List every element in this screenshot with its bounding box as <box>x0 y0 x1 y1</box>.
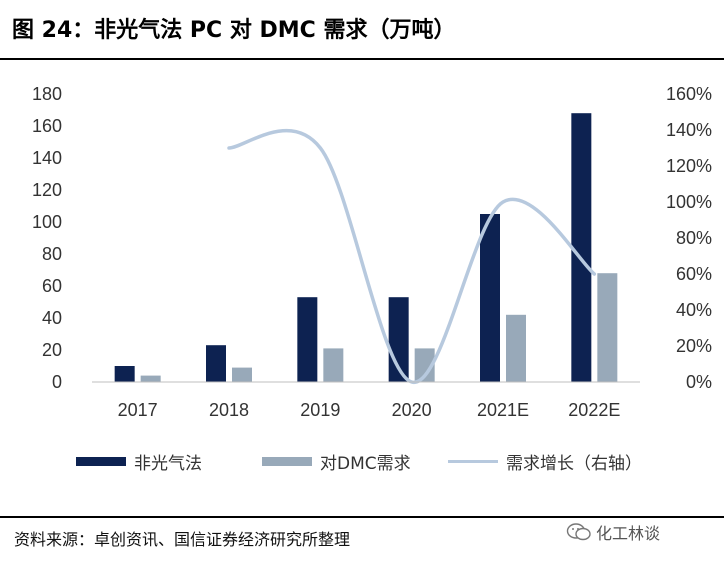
y-left-tick-label: 120 <box>32 180 62 200</box>
y-right-tick-label: 120% <box>666 156 712 176</box>
y-left-tick-label: 20 <box>42 340 62 360</box>
legend-swatch-bar2 <box>262 456 312 466</box>
y-right-tick-label: 60% <box>676 264 712 284</box>
y-right-tick-label: 140% <box>666 120 712 140</box>
bar-dmc-demand <box>323 348 344 382</box>
legend-item-nonphosgene: 非光气法 <box>76 448 202 474</box>
y-left-tick-label: 140 <box>32 148 62 168</box>
chart-title: 图 24：非光气法 PC 对 DMC 需求（万吨） <box>12 18 456 43</box>
legend-swatch-line <box>448 459 498 463</box>
title-rule <box>0 58 724 60</box>
brand-name: 化工林谈 <box>596 524 661 543</box>
bar-nonphosgene <box>571 113 592 382</box>
x-tick-label: 2022E <box>568 400 620 420</box>
bar-dmc-demand <box>232 367 252 382</box>
y-right-tick-label: 20% <box>676 336 712 356</box>
legend-swatch-bar1 <box>76 456 126 466</box>
x-tick-label: 2018 <box>209 400 249 420</box>
legend-item-dmc-demand: 对DMC需求 <box>262 448 411 474</box>
y-left-tick-label: 180 <box>32 84 62 104</box>
growth-line <box>227 128 597 384</box>
bar-dmc-demand <box>597 273 618 382</box>
y-right-tick-label: 80% <box>676 228 712 248</box>
x-tick-label: 2021E <box>477 400 529 420</box>
legend-label: 非光气法 <box>134 453 202 474</box>
x-tick-label: 2019 <box>300 400 340 420</box>
legend: 非光气法 对DMC需求 需求增长（右轴） <box>0 448 724 474</box>
y-left-tick-label: 40 <box>42 308 62 328</box>
y-axis-left: 0 20 40 60 80 100 120 140 160 180 <box>32 84 62 392</box>
y-right-tick-label: 100% <box>666 192 712 212</box>
y-right-tick-label: 40% <box>676 300 712 320</box>
wechat-icon <box>566 523 591 541</box>
bar-dmc-demand <box>140 375 161 382</box>
y-right-tick-label: 160% <box>666 84 712 104</box>
x-axis-labels: 2017 2018 2019 2020 2021E 2022E <box>118 400 621 420</box>
bar-dmc-demand <box>414 348 435 382</box>
x-tick-label: 2020 <box>392 400 432 420</box>
legend-label: 对DMC需求 <box>320 453 411 474</box>
legend-label: 需求增长（右轴） <box>506 453 642 474</box>
bar-nonphosgene <box>114 366 135 382</box>
bar-nonphosgene <box>206 345 226 382</box>
bar-nonphosgene <box>480 214 500 382</box>
y-left-tick-label: 60 <box>42 276 62 296</box>
y-axis-right: 0% 20% 40% 60% 80% 100% 120% 140% 160% <box>666 84 712 392</box>
source-note: 资料来源：卓创资讯、国信证券经济研究所整理 <box>14 530 351 549</box>
legend-item-growth: 需求增长（右轴） <box>448 448 642 474</box>
y-left-tick-label: 80 <box>42 244 62 264</box>
y-right-tick-label: 0% <box>686 372 712 392</box>
y-left-tick-label: 0 <box>52 372 62 392</box>
bar-series <box>114 113 618 382</box>
bar-nonphosgene <box>297 297 318 382</box>
y-left-tick-label: 160 <box>32 116 62 136</box>
growth-line-series <box>227 128 597 384</box>
x-tick-label: 2017 <box>118 400 158 420</box>
chart-area: 0 20 40 60 80 100 120 140 160 180 0% 20% 40% 60% 80% 1… <box>32 84 712 420</box>
bar-dmc-demand <box>506 314 526 382</box>
y-left-tick-label: 100 <box>32 212 62 232</box>
footer-rule <box>0 516 724 518</box>
brand-watermark: 化工林谈 <box>566 520 660 544</box>
